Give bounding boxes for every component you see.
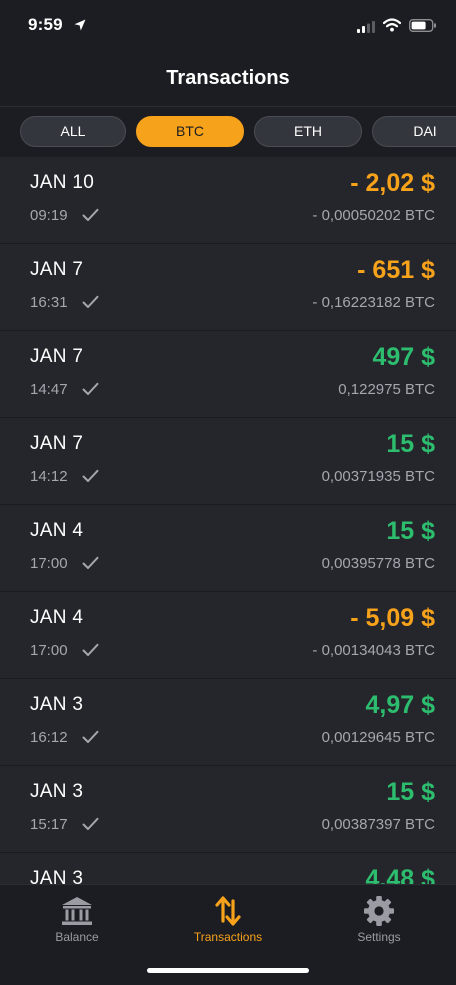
tab-transactions-label: Transactions — [193, 930, 263, 944]
transaction-row[interactable]: JAN 10 09:19 - 2,02 $ - 0,00050202 BTC — [0, 157, 456, 244]
home-indicator[interactable] — [147, 968, 309, 973]
transaction-row[interactable]: JAN 7 14:12 15 $ 0,00371935 BTC — [0, 418, 456, 505]
transaction-amount-btc: 0,00129645 BTC — [321, 729, 435, 746]
transaction-row[interactable]: JAN 3 16:12 4,97 $ 0,00129645 BTC — [0, 679, 456, 766]
currency-filter-tabs[interactable]: ALL BTC ETH DAI — [0, 107, 456, 157]
tab-balance[interactable]: Balance — [7, 885, 147, 949]
tab-transactions[interactable]: Transactions — [158, 885, 298, 949]
check-icon — [82, 208, 99, 221]
transaction-amount-usd: 497 $ — [372, 343, 435, 371]
transaction-amount-btc: 0,00371935 BTC — [321, 468, 435, 485]
transaction-amount-usd: 15 $ — [386, 430, 435, 458]
transaction-time: 16:12 — [30, 729, 68, 746]
check-icon — [82, 556, 99, 569]
transaction-date: JAN 4 — [30, 520, 84, 541]
transaction-amount-btc: - 0,16223182 BTC — [312, 294, 435, 311]
wifi-icon — [383, 18, 401, 32]
nav-header: Transactions — [0, 52, 456, 107]
transaction-time: 09:19 — [30, 207, 68, 224]
gear-icon — [364, 896, 394, 926]
tab-eth[interactable]: ETH — [254, 116, 362, 147]
check-icon — [82, 469, 99, 482]
transaction-date: JAN 7 — [30, 346, 84, 367]
transaction-row[interactable]: JAN 7 16:31 - 651 $ - 0,16223182 BTC — [0, 244, 456, 331]
transaction-amount-usd: - 651 $ — [357, 256, 435, 284]
check-icon — [82, 730, 99, 743]
transaction-date: JAN 7 — [30, 433, 84, 454]
transaction-amount-usd: - 2,02 $ — [350, 169, 435, 197]
transaction-amount-btc: 0,122975 BTC — [338, 381, 435, 398]
tab-btc[interactable]: BTC — [136, 116, 244, 147]
check-icon — [82, 643, 99, 656]
status-bar: 9:59 — [0, 0, 456, 52]
bank-icon — [62, 897, 92, 925]
transaction-row[interactable]: JAN 3 4,48 $ — [0, 853, 456, 884]
transaction-row[interactable]: JAN 4 17:00 - 5,09 $ - 0,00134043 BTC — [0, 592, 456, 679]
transaction-amount-usd: - 5,09 $ — [350, 604, 435, 632]
transaction-amount-btc: 0,00395778 BTC — [321, 555, 435, 572]
battery-icon — [409, 19, 436, 32]
transaction-date: JAN 3 — [30, 868, 84, 884]
page-title: Transactions — [166, 67, 290, 89]
tab-dai[interactable]: DAI — [372, 116, 456, 147]
transaction-date: JAN 7 — [30, 259, 84, 280]
transaction-time: 17:00 — [30, 642, 68, 659]
tab-all[interactable]: ALL — [20, 116, 126, 147]
cell-signal-icon — [357, 21, 375, 33]
transaction-amount-btc: - 0,00134043 BTC — [312, 642, 435, 659]
transaction-amount-usd: 4,97 $ — [365, 691, 435, 719]
transaction-date: JAN 4 — [30, 607, 84, 628]
check-icon — [82, 295, 99, 308]
transactions-list[interactable]: JAN 10 09:19 - 2,02 $ - 0,00050202 BTC J… — [0, 157, 456, 884]
transaction-row[interactable]: JAN 4 17:00 15 $ 0,00395778 BTC — [0, 505, 456, 592]
transaction-date: JAN 3 — [30, 781, 84, 802]
transaction-time: 14:12 — [30, 468, 68, 485]
status-time: 9:59 — [28, 15, 63, 34]
tab-settings[interactable]: Settings — [309, 885, 449, 949]
tab-balance-label: Balance — [55, 930, 99, 944]
transaction-row[interactable]: JAN 7 14:47 497 $ 0,122975 BTC — [0, 331, 456, 418]
check-icon — [82, 382, 99, 395]
transaction-amount-usd: 4,48 $ — [365, 865, 435, 884]
location-arrow-icon — [74, 19, 86, 31]
transaction-amount-btc: 0,00387397 BTC — [321, 816, 435, 833]
transaction-date: JAN 3 — [30, 694, 84, 715]
check-icon — [82, 817, 99, 830]
transaction-row[interactable]: JAN 3 15:17 15 $ 0,00387397 BTC — [0, 766, 456, 853]
transaction-time: 17:00 — [30, 555, 68, 572]
transaction-time: 15:17 — [30, 816, 68, 833]
transaction-amount-btc: - 0,00050202 BTC — [312, 207, 435, 224]
transaction-date: JAN 10 — [30, 172, 95, 193]
tab-settings-label: Settings — [357, 930, 401, 944]
transaction-amount-usd: 15 $ — [386, 778, 435, 806]
transaction-time: 16:31 — [30, 294, 68, 311]
transaction-time: 14:47 — [30, 381, 68, 398]
transaction-amount-usd: 15 $ — [386, 517, 435, 545]
transfer-arrows-icon — [215, 896, 241, 926]
